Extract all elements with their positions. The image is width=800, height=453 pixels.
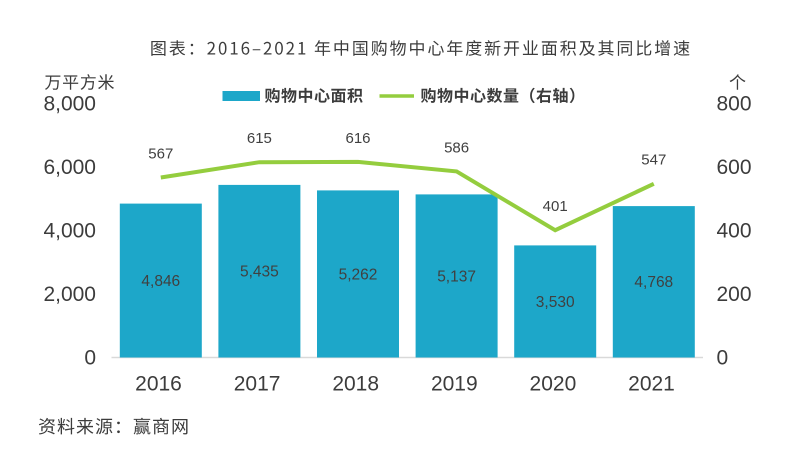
svg-text:800: 800: [717, 92, 752, 115]
svg-text:2,000: 2,000: [43, 283, 96, 306]
svg-text:4,846: 4,846: [141, 273, 180, 290]
svg-text:547: 547: [641, 152, 666, 169]
svg-text:567: 567: [148, 145, 173, 162]
svg-text:2019: 2019: [431, 373, 478, 396]
svg-text:5,137: 5,137: [437, 268, 476, 285]
svg-text:3,530: 3,530: [536, 294, 575, 311]
svg-text:4,768: 4,768: [634, 274, 673, 291]
svg-text:615: 615: [247, 130, 272, 147]
svg-text:200: 200: [717, 283, 752, 306]
svg-text:400: 400: [717, 219, 752, 242]
svg-text:586: 586: [444, 139, 469, 156]
svg-text:5,262: 5,262: [339, 266, 378, 283]
svg-text:2021: 2021: [628, 373, 675, 396]
svg-text:401: 401: [543, 198, 568, 215]
svg-text:2018: 2018: [332, 373, 379, 396]
svg-text:0: 0: [717, 346, 729, 369]
svg-text:2017: 2017: [234, 373, 281, 396]
svg-text:8,000: 8,000: [43, 92, 96, 115]
svg-text:2016: 2016: [135, 373, 182, 396]
svg-text:600: 600: [717, 156, 752, 179]
svg-text:0: 0: [84, 346, 96, 369]
svg-text:616: 616: [345, 130, 370, 147]
svg-text:4,000: 4,000: [43, 219, 96, 242]
svg-text:5,435: 5,435: [240, 264, 279, 281]
svg-text:6,000: 6,000: [43, 156, 96, 179]
svg-text:2020: 2020: [530, 373, 577, 396]
